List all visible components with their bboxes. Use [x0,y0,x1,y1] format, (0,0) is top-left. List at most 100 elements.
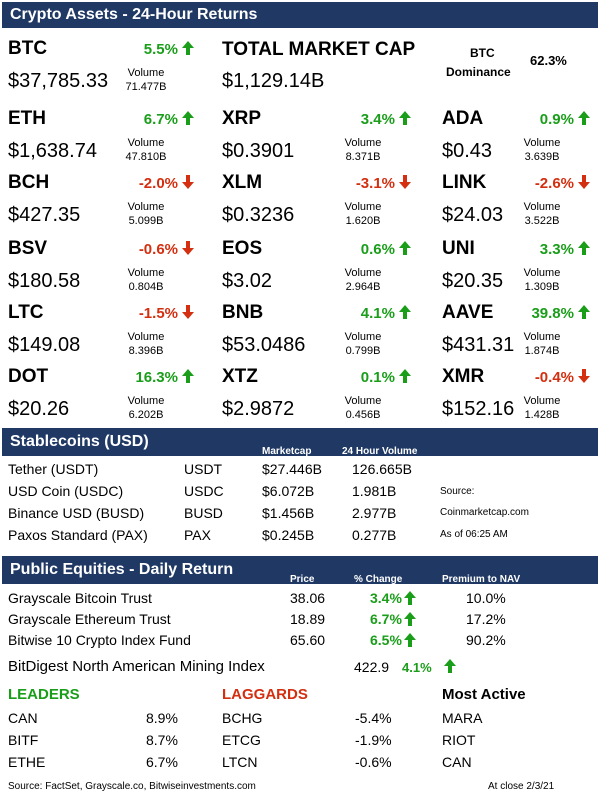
change-xmr: -0.4% [534,369,574,386]
change-xrp: 3.4% [360,111,395,128]
leader-ticker: BITF [8,732,39,748]
volume-label: Volume [344,395,382,407]
leader-value: 8.9% [146,710,178,726]
laggard-value: -1.9% [355,732,392,748]
change-link: -2.6% [534,175,574,192]
col-marketcap: Marketcap [262,446,312,457]
stablecoin-name: Tether (USDT) [8,461,99,477]
volume-dot: 6.202B [128,409,164,421]
equity-price: 38.06 [290,590,326,606]
ticker-xrp: XRP [222,108,262,129]
volume-label: Volume [344,331,382,343]
arrow-up-icon [404,633,416,647]
stablecoin-volume: 2.977B [352,505,397,521]
arrow-up-icon [399,111,411,125]
volume-xlm: 1.620B [345,215,381,227]
price-uni: $20.35 [442,270,504,292]
stablecoin-name: Paxos Standard (PAX) [8,527,148,543]
market-cap-value: $1,129.14B [222,70,325,92]
as-of-time: As of 06:25 AM [440,529,508,540]
volume-eth: 47.810B [125,151,167,163]
equity-change: 3.4% [370,590,402,606]
equity-price: 18.89 [290,611,326,627]
ticker-xmr: XMR [442,366,485,387]
laggard-ticker: BCHG [222,710,263,726]
arrow-up-icon [399,305,411,319]
volume-xrp: 8.371B [345,151,381,163]
arrow-down-icon [578,175,590,189]
ticker-eos: EOS [222,238,263,259]
stablecoin-volume: 126.665B [352,461,412,477]
stablecoin-volume: 0.277B [352,527,397,543]
volume-label: Volume [344,137,382,149]
price-btc: $37,785.33 [8,70,109,92]
change-bch: -2.0% [138,175,178,192]
arrow-up-icon [182,369,194,383]
mining-index-label: BitDigest North American Mining Index [8,658,265,675]
change-ltc: -1.5% [138,305,178,322]
arrow-up-icon [578,111,590,125]
equity-name: Bitwise 10 Crypto Index Fund [8,632,191,648]
col-24h-volume: 24 Hour Volume [342,446,418,457]
ticker-bnb: BNB [222,302,264,323]
volume-label: Volume [344,201,382,213]
volume-label: Volume [127,67,165,79]
source-label: Source: [440,486,475,497]
change-btc: 5.5% [143,41,178,58]
stablecoin-marketcap: $0.245B [262,527,315,543]
stablecoin-symbol: USDT [184,461,223,477]
volume-eos: 2.964B [345,281,381,293]
btc-dominance-label-2: Dominance [446,65,511,79]
arrow-down-icon [578,369,590,383]
price-ltc: $149.08 [8,334,81,356]
stablecoin-marketcap: $1.456B [262,505,315,521]
price-xlm: $0.3236 [222,204,295,226]
price-bsv: $180.58 [8,270,81,292]
most-active-ticker: MARA [442,710,483,726]
equity-name: Grayscale Ethereum Trust [8,611,171,627]
arrow-up-icon [578,241,590,255]
leader-value: 6.7% [146,754,178,770]
page-title: Crypto Assets - 24-Hour Returns [10,6,258,23]
arrow-down-icon [182,241,194,255]
arrow-down-icon [399,175,411,189]
volume-label: Volume [127,331,165,343]
equity-premium: 10.0% [466,590,506,606]
arrow-up-icon [399,241,411,255]
ticker-ltc: LTC [8,302,44,323]
equity-change: 6.7% [370,611,402,627]
most-active-title: Most Active [442,686,526,703]
equities-header: Public Equities - Daily Return Price % C… [2,556,598,585]
volume-ltc: 8.396B [128,345,164,357]
ticker-uni: UNI [442,238,475,259]
arrow-up-icon [399,369,411,383]
volume-aave: 1.874B [524,345,560,357]
leader-ticker: CAN [8,710,38,726]
leaders-title: LEADERS [8,686,80,703]
laggard-ticker: ETCG [222,732,261,748]
ticker-xtz: XTZ [222,366,258,387]
volume-bsv: 0.804B [128,281,164,293]
volume-uni: 1.309B [524,281,560,293]
stablecoin-volume: 1.981B [352,483,397,499]
change-xlm: -3.1% [355,175,395,192]
stablecoins-header: Stablecoins (USD) Marketcap 24 Hour Volu… [2,428,598,457]
col-change: % Change [354,574,403,585]
price-link: $24.03 [442,204,504,226]
volume-label: Volume [523,267,561,279]
col-price: Price [290,574,315,585]
stablecoin-symbol: USDC [184,483,224,499]
equity-change: 6.5% [370,632,402,648]
equity-premium: 90.2% [466,632,506,648]
laggards-title: LAGGARDS [222,686,308,703]
arrow-up-icon [182,111,194,125]
footer-close-date: At close 2/3/21 [488,781,555,792]
footer-source: Source: FactSet, Grayscale.co, Bitwisein… [8,781,256,792]
price-xtz: $2.9872 [222,398,295,420]
volume-label: Volume [523,395,561,407]
stablecoin-symbol: PAX [184,527,211,543]
btc-dominance-label-1: BTC [470,46,495,60]
stablecoins-title: Stablecoins (USD) [10,433,149,450]
equities-title: Public Equities - Daily Return [10,561,234,578]
market-cap-label: TOTAL MARKET CAP [222,39,416,60]
